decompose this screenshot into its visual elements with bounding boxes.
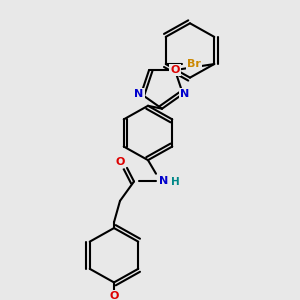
Text: O: O: [170, 65, 180, 75]
Text: N: N: [159, 176, 169, 187]
Text: O: O: [115, 157, 125, 167]
Text: O: O: [109, 291, 119, 300]
Text: N: N: [180, 89, 190, 99]
Text: Br: Br: [187, 59, 201, 69]
Text: N: N: [134, 89, 144, 99]
Text: H: H: [171, 178, 179, 188]
